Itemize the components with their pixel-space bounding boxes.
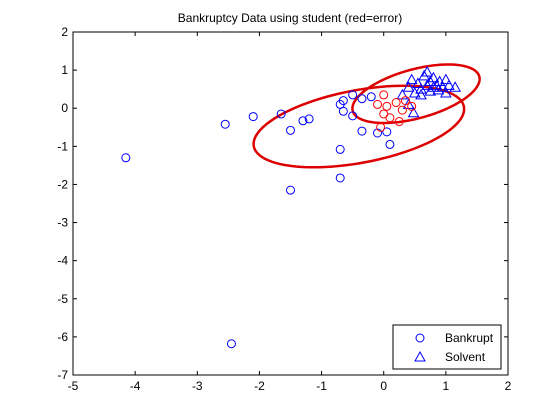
bankrupt-point — [286, 185, 295, 195]
bankrupt-point — [366, 92, 376, 102]
solvent-point — [440, 73, 452, 85]
bankrupt-point — [248, 112, 258, 122]
x-tick-label: 1 — [443, 379, 450, 393]
x-tick-label: 2 — [505, 379, 512, 393]
solvent-point — [402, 81, 415, 92]
bankrupt-point — [121, 153, 131, 163]
y-tick-label: 0 — [61, 101, 68, 115]
solvent-point — [421, 79, 434, 90]
solvent-point — [396, 88, 409, 100]
solvent-point — [408, 86, 421, 98]
confidence-ellipse — [252, 84, 466, 169]
solvent-point — [415, 88, 427, 100]
y-tick-label: -4 — [57, 254, 68, 268]
y-tick-label: -5 — [57, 292, 68, 306]
bankrupt-point — [220, 119, 230, 129]
bankrupt-point — [373, 128, 382, 138]
solvent-point — [418, 69, 430, 81]
chart-title: Bankruptcy Data using student (red=error… — [178, 11, 402, 25]
error-point — [382, 101, 392, 111]
bankrupt-point — [382, 127, 392, 137]
error-point — [376, 122, 386, 132]
axes: -5 -4 -3 -2 -1 0 1 2 -7 -6 -5 -4 -3 -2 -1 0 1 2 — [57, 25, 511, 393]
bankrupt-point — [335, 173, 345, 183]
legend-triangle-icon — [414, 350, 426, 362]
x-tick-label: 0 — [380, 379, 387, 393]
y-tick-label: -2 — [57, 177, 68, 191]
solvent-point — [412, 77, 424, 88]
bankrupt-point — [348, 111, 358, 121]
plot-frame — [72, 31, 509, 376]
bankrupt-point — [385, 139, 395, 149]
error-point — [397, 105, 407, 115]
bankrupt-point — [276, 109, 286, 119]
legend-label: Solvent — [445, 350, 486, 364]
bankrupt-point — [226, 339, 236, 349]
error-point — [385, 113, 395, 123]
error-point — [394, 117, 404, 127]
legend: Bankrupt Solvent — [392, 324, 502, 370]
x-tick-label: -5 — [68, 379, 79, 393]
x-tick-label: -2 — [254, 379, 265, 393]
solvent-point — [432, 83, 445, 95]
bankrupt-point — [335, 144, 345, 154]
bankrupt-point — [298, 116, 308, 126]
confidence-ellipse — [351, 63, 481, 125]
data-markers — [121, 65, 462, 349]
y-tick-label: 1 — [61, 63, 68, 77]
x-tick-label: -4 — [130, 379, 141, 393]
legend-circle-icon — [415, 333, 425, 343]
error-point — [391, 98, 401, 108]
solvent-point — [440, 86, 452, 98]
bankrupt-point — [338, 106, 348, 116]
solvent-point — [430, 79, 443, 90]
error-point — [373, 99, 382, 109]
x-tick-label: -3 — [192, 379, 203, 393]
y-tick-label: -6 — [57, 330, 68, 344]
bankrupt-point — [357, 126, 367, 136]
solvent-point — [415, 83, 427, 94]
bankrupt-point — [304, 114, 314, 124]
bankrupt-point — [348, 90, 358, 100]
legend-label: Bankrupt — [445, 331, 494, 345]
error-point — [407, 101, 417, 111]
bankrupt-point — [286, 125, 295, 135]
bankrupt-point — [357, 94, 367, 104]
ellipses — [252, 63, 481, 169]
solvent-point — [405, 73, 418, 85]
error-point — [379, 90, 389, 100]
y-tick-label: 2 — [61, 25, 68, 39]
error-point — [400, 96, 410, 106]
y-tick-label: -7 — [57, 368, 68, 382]
legend-box — [392, 324, 502, 370]
solvent-point — [443, 79, 455, 90]
y-tick-label: -3 — [57, 216, 68, 230]
solvent-point — [424, 85, 437, 96]
x-tick-label: -1 — [316, 379, 327, 393]
y-tick-label: -1 — [57, 139, 68, 153]
solvent-point — [427, 81, 440, 92]
solvent-point — [407, 106, 420, 118]
bankrupt-point — [338, 96, 348, 106]
solvent-point — [421, 65, 434, 77]
solvent-point — [449, 81, 462, 92]
